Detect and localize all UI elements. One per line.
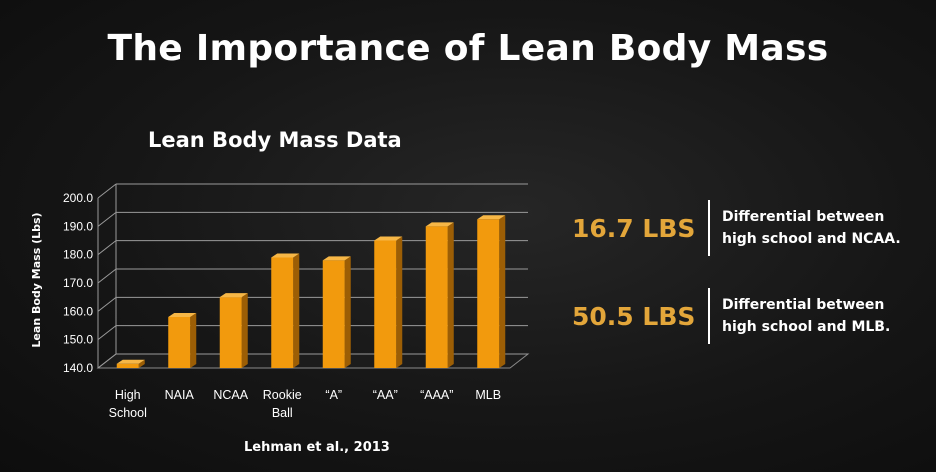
side-gridline [97, 353, 117, 369]
bar-front [477, 219, 500, 368]
stat-description-line: Differential between [722, 209, 885, 225]
side-gridline [97, 268, 117, 284]
x-tick-label: “AA” [373, 388, 398, 402]
bar-top [374, 236, 403, 241]
stat-description: Differential between high school and NCA… [722, 206, 922, 250]
x-tick-label: “A” [325, 388, 342, 402]
x-tick-label: “AAA” [420, 388, 453, 402]
bar [374, 236, 403, 368]
stat-description: Differential between high school and MLB… [722, 294, 922, 338]
bar-side [499, 215, 506, 368]
y-tick-label: 150.0 [63, 333, 93, 347]
slide-title: The Importance of Lean Body Mass [107, 28, 829, 69]
bar-side [344, 256, 351, 368]
bar-top [219, 293, 248, 298]
x-tick-label: Rookie Ball [263, 388, 302, 420]
bar-front [168, 317, 191, 368]
chart-title: Lean Body Mass Data [148, 128, 402, 152]
stat-value: 50.5 LBS [572, 301, 696, 331]
chart-floor [96, 353, 530, 369]
bar-front [374, 240, 397, 368]
y-tick-label: 160.0 [63, 304, 93, 318]
y-tick-label: 190.0 [63, 219, 93, 233]
stat-description-line: high school and NCAA. [722, 231, 901, 247]
bar-top [271, 253, 300, 258]
side-gridline [97, 296, 117, 312]
bar [477, 215, 506, 368]
bar-front [271, 257, 294, 368]
bar-top [116, 359, 145, 364]
bar-top [477, 215, 506, 220]
bar [168, 313, 197, 368]
bar-front [219, 297, 242, 368]
bar-side [241, 293, 248, 368]
bar-side [190, 313, 197, 368]
bar-side [447, 222, 454, 368]
bar-top [322, 256, 351, 261]
bar-front [425, 226, 448, 368]
stat-row: 50.5 LBS Differential between high schoo… [572, 288, 922, 344]
y-tick-label: 140.0 [63, 361, 93, 375]
bar [271, 253, 300, 368]
stat-value: 16.7 LBS [572, 213, 696, 243]
y-tick-label: 200.0 [63, 191, 93, 205]
side-gridline [97, 325, 117, 341]
bar-side [293, 253, 300, 368]
bar [425, 222, 454, 368]
x-tick-label: MLB [475, 388, 501, 402]
bar-top [425, 222, 454, 227]
bar-chart: 140.0 150.0 160.0 170.0 180.0 190.0 200.0 High S… [30, 183, 530, 420]
bar-front [116, 363, 139, 368]
bar-front [322, 260, 345, 368]
side-gridline [97, 183, 117, 199]
stat-row: 16.7 LBS Differential between high schoo… [572, 200, 922, 256]
stat-description-line: high school and MLB. [722, 319, 891, 335]
stat-description-line: Differential between [722, 297, 885, 313]
bar [219, 293, 248, 368]
bar-side [138, 359, 145, 368]
x-tick-label: NCAA [213, 388, 248, 402]
y-tick-label: 170.0 [63, 276, 93, 290]
bar-side [396, 236, 403, 368]
bar [116, 359, 145, 368]
source-citation: Lehman et al., 2013 [244, 440, 390, 455]
side-gridline [97, 211, 117, 227]
bar-top [168, 313, 197, 317]
stat-divider [708, 200, 710, 256]
side-gridline [97, 240, 117, 256]
y-axis-label: Lean Body Mass (Lbs) [30, 212, 43, 347]
bar [322, 256, 351, 368]
x-tick-label: High School [109, 388, 147, 420]
stat-divider [708, 288, 710, 344]
y-tick-label: 180.0 [63, 248, 93, 262]
x-tick-label: NAIA [165, 388, 195, 402]
